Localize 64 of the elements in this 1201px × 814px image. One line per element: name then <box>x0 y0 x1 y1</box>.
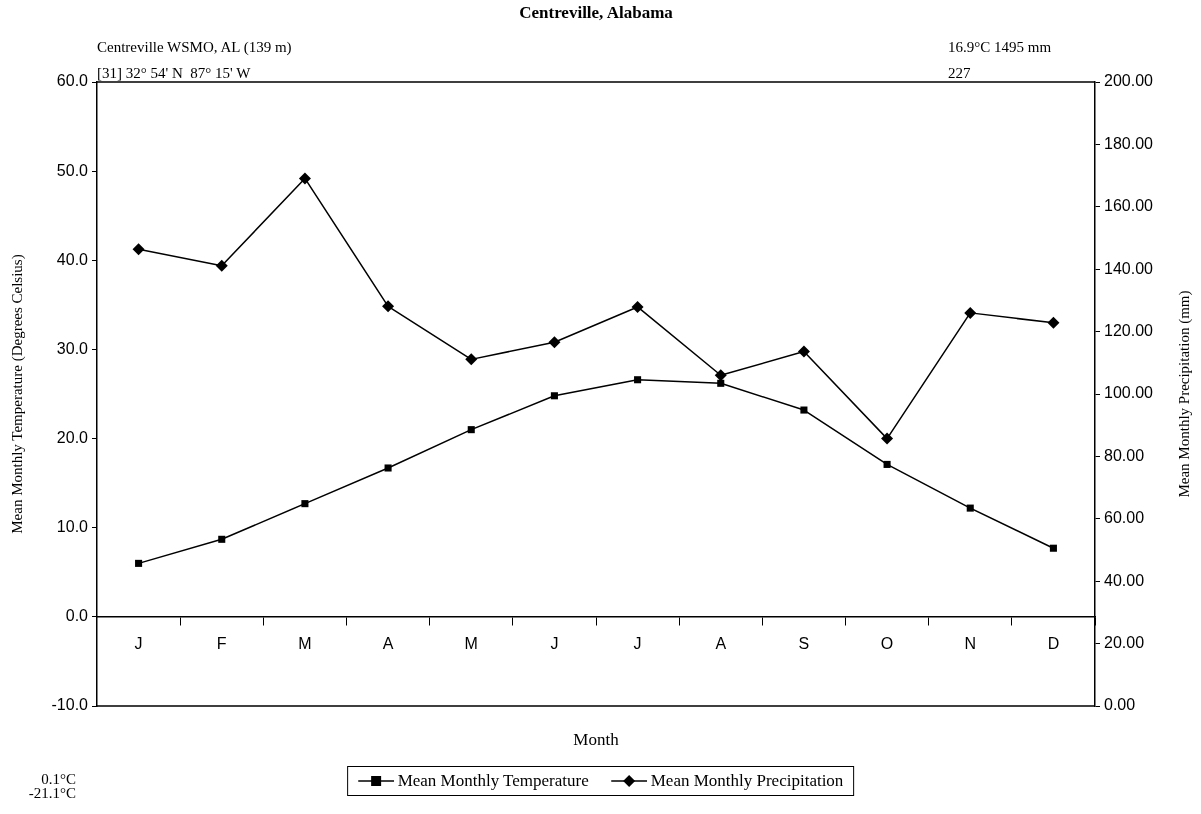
point <box>966 504 974 512</box>
point <box>1049 544 1057 552</box>
point <box>301 500 309 508</box>
point <box>218 535 226 543</box>
point <box>135 559 143 567</box>
x-tick-label: J <box>633 634 642 652</box>
point <box>634 376 642 384</box>
y2-tick-label: 20.00 <box>1104 634 1145 652</box>
point <box>964 306 977 319</box>
point <box>465 353 478 366</box>
x-tick-label: J <box>550 634 559 652</box>
y2-tick-label: 160.00 <box>1104 197 1154 215</box>
x-tick-label: S <box>798 634 810 652</box>
y-tick-label: 60.0 <box>56 72 89 90</box>
y-tick-label: 20.0 <box>56 428 89 446</box>
y-tick-label: 30.0 <box>56 339 89 357</box>
y-tick-label: 50.0 <box>56 161 89 179</box>
point <box>800 406 808 414</box>
point <box>883 460 891 468</box>
point <box>717 379 725 387</box>
y2-tick-label: 100.00 <box>1104 384 1154 402</box>
legend-label: Mean Monthly Temperature <box>397 771 589 791</box>
point <box>881 432 894 445</box>
x-tick-label: F <box>216 634 227 652</box>
x-tick-label: A <box>715 634 727 652</box>
y2-tick-label: 200.00 <box>1104 72 1154 90</box>
y2-tick-label: 60.00 <box>1104 509 1145 527</box>
y2-tick-label: 40.00 <box>1104 571 1145 589</box>
y-tick-label: 0.0 <box>65 607 89 625</box>
y2-tick-label: 120.00 <box>1104 322 1154 340</box>
y2-tick-label: 140.00 <box>1104 259 1154 277</box>
text: 16.9°C 1495 mm <box>948 38 1052 56</box>
y-tick-label: 10.0 <box>56 518 89 536</box>
y-axis-title: Mean Monthly Temperature (Degrees Celsius) <box>8 254 26 534</box>
legend-label: Mean Monthly Precipitation <box>650 771 844 791</box>
point <box>1047 316 1060 329</box>
x-tick-label: D <box>1047 634 1060 652</box>
x-tick-label: M <box>464 634 478 652</box>
x-axis-title: Month <box>573 730 620 750</box>
x-tick-label: N <box>964 634 977 652</box>
x-tick-label: A <box>382 634 394 652</box>
y-tick-label: -10.0 <box>51 696 89 714</box>
text: 227 <box>948 64 971 82</box>
x-tick-label: M <box>298 634 312 652</box>
point <box>548 336 561 349</box>
point <box>550 392 558 400</box>
y-tick-label: 40.0 <box>56 250 89 268</box>
text: [31] 32° 54' N 87° 15' W <box>97 64 251 82</box>
x-tick-label: J <box>134 634 143 652</box>
y2-axis-title: Mean Monthly Precipitation (mm) <box>1175 290 1193 498</box>
point <box>631 300 644 313</box>
text: Centreville WSMO, AL (139 m) <box>97 38 292 56</box>
point <box>215 259 228 272</box>
point <box>382 300 395 313</box>
chart-title: Centreville, Alabama <box>519 3 674 23</box>
point <box>132 243 145 256</box>
point <box>384 464 392 472</box>
y2-tick-label: 180.00 <box>1104 134 1154 152</box>
x-tick-label: O <box>880 634 894 652</box>
y2-tick-label: 0.00 <box>1104 696 1136 714</box>
y2-tick-label: 80.00 <box>1104 446 1145 464</box>
point <box>467 426 475 434</box>
point <box>797 345 810 358</box>
point <box>298 172 311 185</box>
